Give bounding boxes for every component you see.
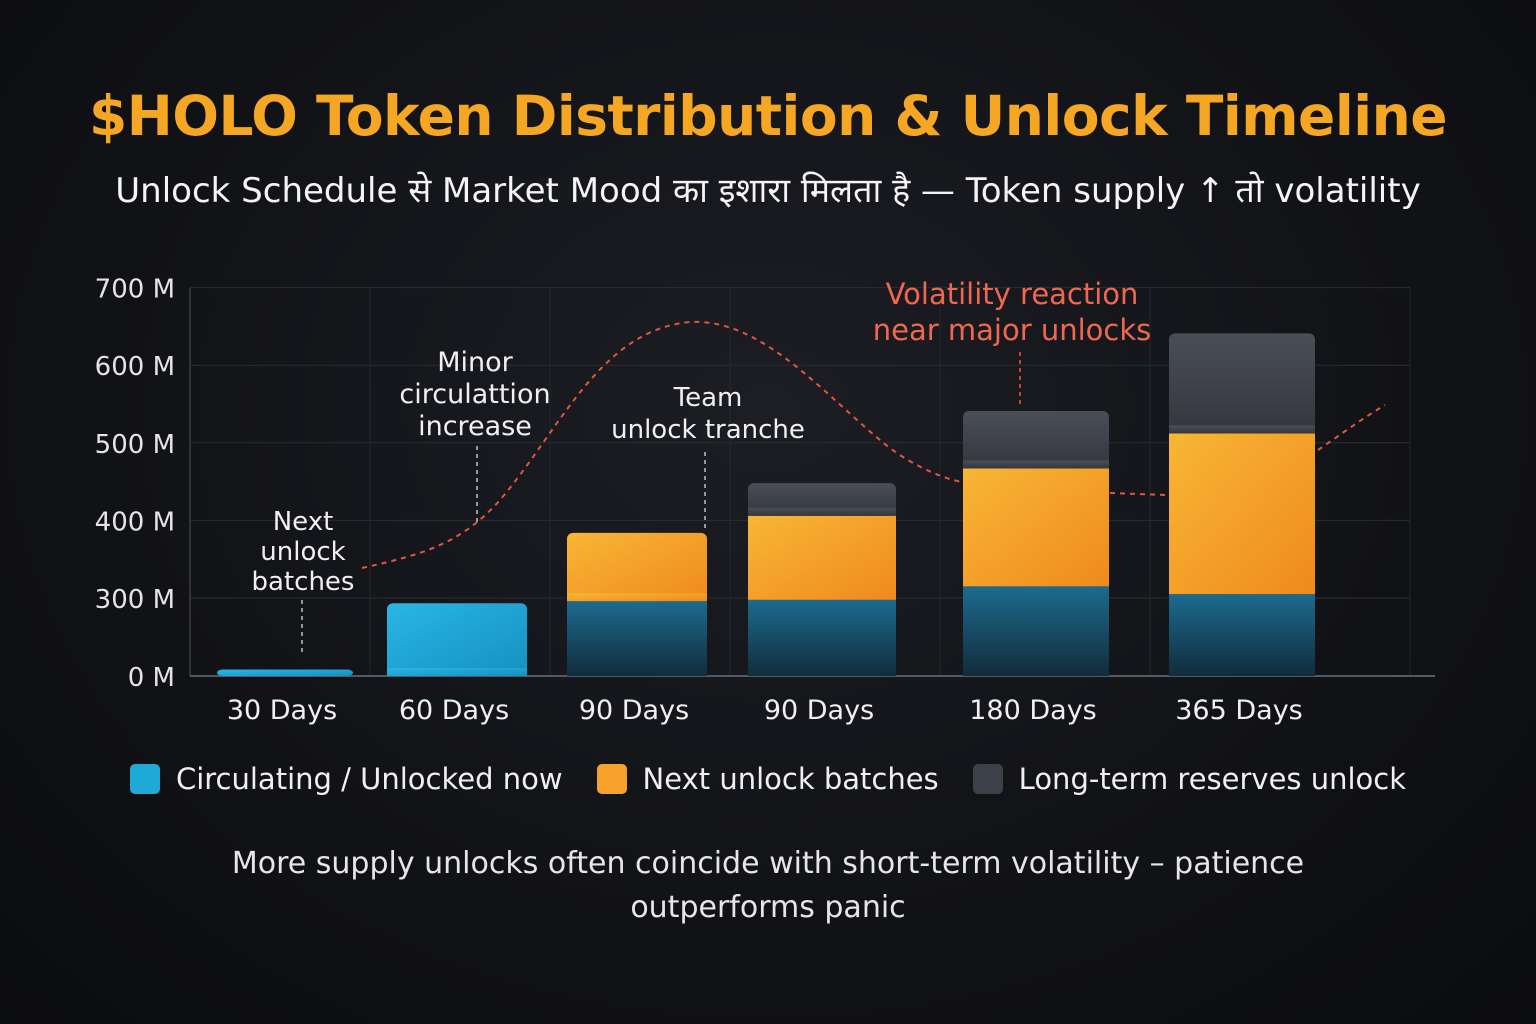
bar-segment-reserves-base bbox=[1169, 425, 1315, 434]
legend-swatch-circulating bbox=[129, 764, 160, 794]
y-tick-label: 300 M bbox=[95, 585, 175, 615]
annotation-minor: Minor bbox=[437, 347, 513, 378]
bar-segment-next-unlock-base bbox=[567, 593, 707, 602]
y-tick-label: 700 M bbox=[95, 275, 175, 305]
annotation-team: Team bbox=[673, 383, 743, 413]
legend-label-next-unlock: Next unlock batches bbox=[642, 762, 939, 796]
labels: 0 M 300 M 400 M 500 M 600 M 700 M 30 Days 60 Da… bbox=[95, 275, 1303, 726]
footnote: More supply unlocks often coincide with … bbox=[0, 842, 1536, 930]
annotation-team: unlock tranche bbox=[611, 415, 805, 445]
bar-segment-reserves-base bbox=[963, 460, 1109, 469]
chart-title: $HOLO Token Distribution & Unlock Timeli… bbox=[88, 84, 1448, 148]
bar-segment-circulating bbox=[567, 601, 707, 676]
legend: Circulating / Unlocked now Next unlock b… bbox=[0, 762, 1536, 796]
x-tick-label: 365 Days bbox=[1175, 695, 1303, 726]
footnote-line-2: outperforms panic bbox=[630, 890, 906, 925]
annotation-minor: circulattion bbox=[399, 379, 550, 410]
bar-segment-next-unlock bbox=[748, 515, 896, 600]
chart-subtitle: Unlock Schedule से Market Mood का इशारा … bbox=[115, 171, 1421, 211]
volatility-curve-layer bbox=[301, 320, 1386, 655]
bar-segment-circulating bbox=[963, 586, 1109, 676]
bar-segment-reserves bbox=[748, 483, 896, 516]
y-tick-label: 0 M bbox=[128, 663, 175, 693]
bar-segment-reserves bbox=[963, 410, 1109, 469]
x-tick-label: 30 Days bbox=[227, 695, 337, 726]
bar-segment-reserves-base bbox=[748, 507, 896, 516]
y-tick-label: 600 M bbox=[95, 352, 175, 382]
volatility-curve bbox=[361, 320, 963, 569]
legend-item-next-unlock: Next unlock batches bbox=[596, 762, 939, 796]
bar-segment-circulating-base bbox=[387, 668, 527, 676]
bar-segment-next-unlock bbox=[567, 532, 707, 602]
annotation-next: unlock bbox=[260, 537, 345, 567]
legend-label-reserves: Long-term reserves unlock bbox=[1018, 762, 1407, 796]
bar-segment-next-unlock bbox=[963, 468, 1109, 587]
bar-segment-next-unlock bbox=[1169, 433, 1315, 595]
x-tick-label: 60 Days bbox=[399, 695, 509, 726]
legend-label-circulating: Circulating / Unlocked now bbox=[175, 762, 563, 796]
volatility-curve-segment bbox=[1109, 492, 1167, 496]
annotation-minor: increase bbox=[418, 411, 532, 442]
bar-segment-circulating bbox=[748, 599, 896, 676]
bars bbox=[217, 333, 1315, 676]
annotation-next: Next bbox=[273, 507, 334, 537]
legend-item-reserves: Long-term reserves unlock bbox=[972, 762, 1407, 796]
bar-segment-circulating bbox=[217, 669, 353, 676]
x-tick-label: 90 Days bbox=[579, 695, 689, 726]
legend-swatch-next-unlock bbox=[596, 764, 627, 794]
volatility-curve-tail bbox=[1317, 404, 1386, 451]
x-tick-label: 180 Days bbox=[969, 695, 1097, 726]
legend-swatch-reserves bbox=[972, 764, 1003, 794]
annotation-volatility: near major unlocks bbox=[873, 313, 1152, 347]
y-tick-label: 500 M bbox=[95, 430, 175, 460]
annotation-next: batches bbox=[252, 567, 355, 597]
bar-segment-reserves bbox=[1169, 333, 1315, 434]
bar-segment-circulating bbox=[387, 603, 527, 676]
bar-segment-circulating bbox=[1169, 594, 1315, 676]
legend-item-circulating: Circulating / Unlocked now bbox=[129, 762, 563, 796]
x-tick-label: 90 Days bbox=[764, 695, 874, 726]
footnote-line-1: More supply unlocks often coincide with … bbox=[231, 846, 1305, 881]
annotation-volatility: Volatility reaction bbox=[886, 277, 1139, 311]
y-tick-label: 400 M bbox=[95, 507, 175, 537]
